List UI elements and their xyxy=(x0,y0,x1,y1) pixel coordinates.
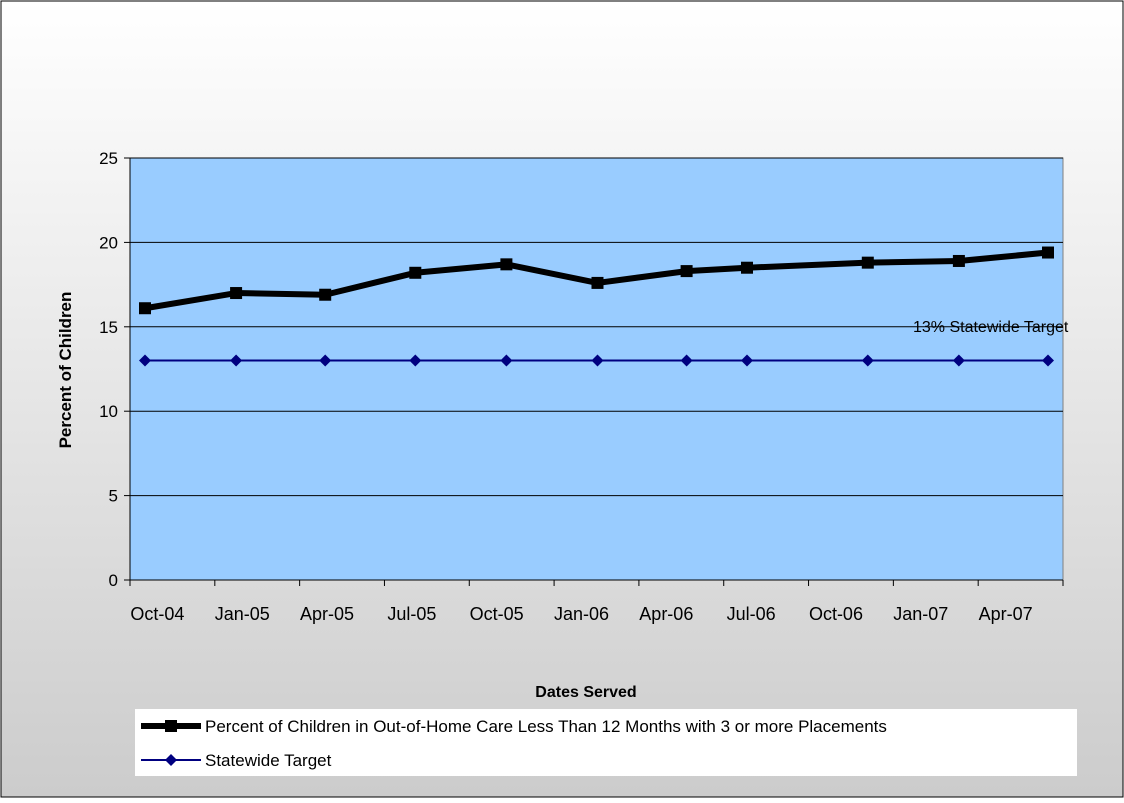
x-tick-label: Jul-06 xyxy=(727,604,776,624)
x-tick-label: Apr-07 xyxy=(979,604,1033,624)
data-point-target xyxy=(680,354,693,367)
series-1 xyxy=(139,354,1054,367)
data-point-placements xyxy=(230,287,243,300)
x-tick-label: Oct-04 xyxy=(130,604,184,624)
y-tick-label: 15 xyxy=(99,318,118,337)
y-tick-labels: 0 5 10 15 20 25 xyxy=(99,149,118,590)
data-point-placements xyxy=(409,266,422,279)
data-point-placements xyxy=(741,261,753,274)
target-annotation: 13% Statewide Target xyxy=(913,319,1069,336)
legend-marker xyxy=(165,720,177,732)
data-point-placements xyxy=(1042,246,1054,259)
data-point-placements xyxy=(591,276,604,289)
x-tick-label: Oct-06 xyxy=(809,604,863,624)
data-point-target xyxy=(319,354,332,367)
data-point-target xyxy=(500,354,513,367)
data-point-target xyxy=(139,354,151,367)
data-point-placements xyxy=(680,265,693,278)
y-tick-label: 20 xyxy=(99,233,118,252)
data-point-placements xyxy=(952,254,965,267)
y-axis-label: Percent of Children xyxy=(56,292,75,449)
data-point-placements xyxy=(861,256,874,269)
x-tick-labels: Oct-04 Jan-05 Apr-05 Jul-05 Oct-05 Jan-06 Apr-… xyxy=(130,604,1032,624)
legend: Percent of Children in Out-of-Home Care … xyxy=(141,717,887,770)
data-point-placements xyxy=(500,258,513,271)
data-point-placements xyxy=(319,288,332,301)
grid-lines xyxy=(130,157,1063,497)
axes xyxy=(124,157,1064,586)
series-layer xyxy=(139,246,1054,367)
x-tick-label: Jan-07 xyxy=(893,604,948,624)
x-tick-label: Apr-05 xyxy=(300,604,354,624)
legend-label: Percent of Children in Out-of-Home Care … xyxy=(205,717,887,736)
legend-label: Statewide Target xyxy=(205,751,332,770)
y-tick-label: 25 xyxy=(99,149,118,168)
legend-item: Percent of Children in Out-of-Home Care … xyxy=(141,717,887,736)
y-tick-label: 0 xyxy=(109,571,118,590)
y-tick-label: 10 xyxy=(99,402,118,421)
legend-item: Statewide Target xyxy=(141,751,332,770)
y-tick-label: 5 xyxy=(109,487,118,506)
x-tick-label: Jan-05 xyxy=(215,604,270,624)
data-point-target xyxy=(230,354,243,367)
data-point-target xyxy=(741,354,753,367)
plot-area xyxy=(129,157,1064,581)
data-point-target xyxy=(952,354,965,367)
data-point-target xyxy=(409,354,422,367)
data-point-placements xyxy=(139,302,151,315)
data-point-target xyxy=(591,354,604,367)
x-tick-label: Apr-06 xyxy=(639,604,693,624)
legend-box xyxy=(135,709,1077,776)
series-0 xyxy=(139,246,1054,315)
x-tick-label: Jul-05 xyxy=(387,604,436,624)
x-tick-label: Jan-06 xyxy=(554,604,609,624)
data-point-target xyxy=(1042,354,1054,367)
x-tick-label: Oct-05 xyxy=(470,604,524,624)
x-axis-label: Dates Served xyxy=(535,684,636,701)
data-point-target xyxy=(861,354,874,367)
legend-marker xyxy=(165,754,177,766)
